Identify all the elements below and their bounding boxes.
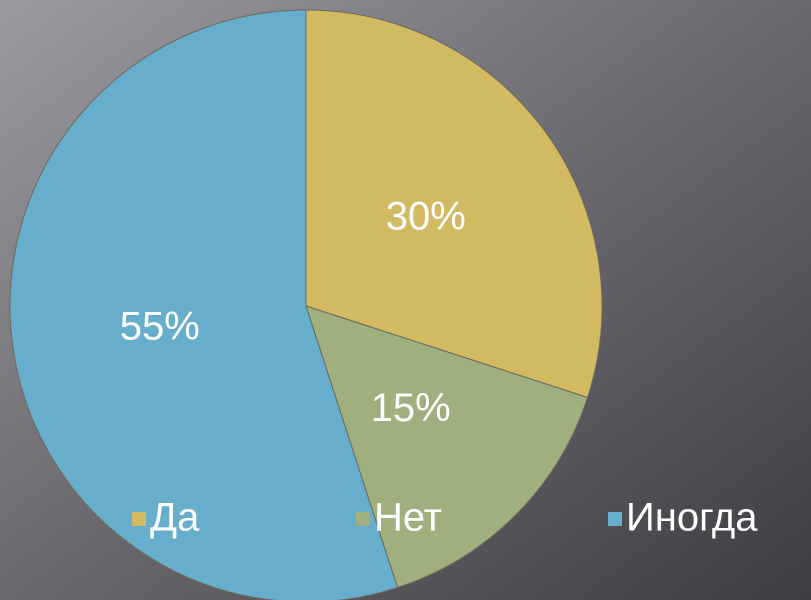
legend-swatch xyxy=(356,512,370,526)
data-label: 15% xyxy=(371,386,451,430)
legend-swatch xyxy=(608,512,622,526)
data-label: 30% xyxy=(386,195,466,239)
pie-slice xyxy=(305,9,603,399)
data-label: 55% xyxy=(120,305,200,349)
pie-slice xyxy=(9,9,399,600)
legend-label: Да xyxy=(150,496,200,540)
legend-label: Иногда xyxy=(626,496,758,540)
legend-label: Нет xyxy=(374,496,442,540)
pie-slice xyxy=(305,305,589,589)
legend-swatch xyxy=(132,512,146,526)
